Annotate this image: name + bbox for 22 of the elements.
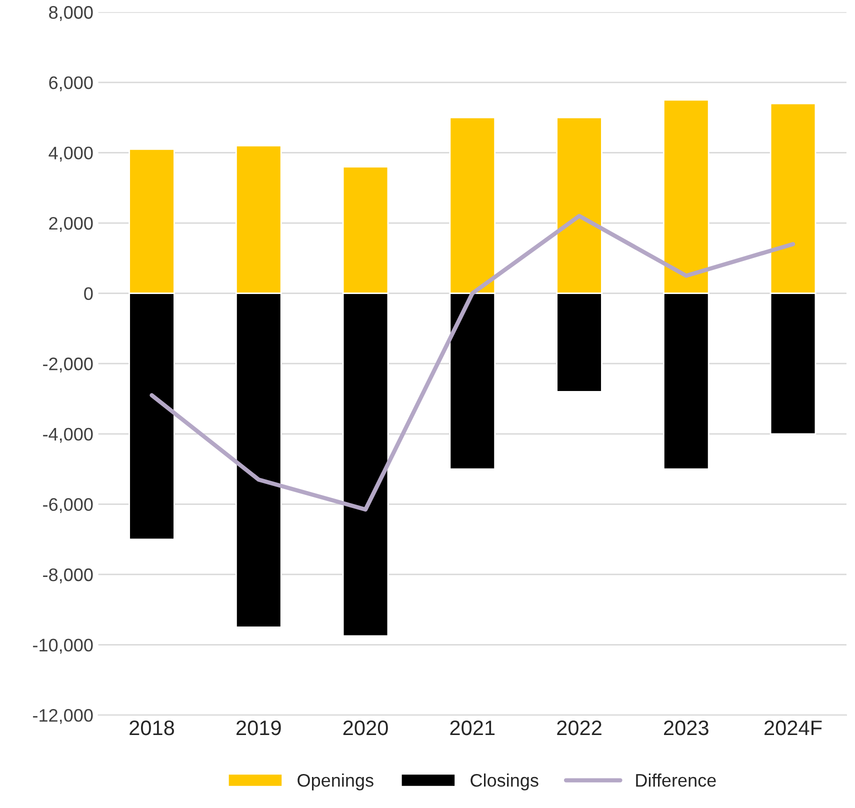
x-tick-label: 2023 [664, 720, 708, 736]
line-series [150, 214, 796, 512]
legend-label: Difference [636, 774, 716, 787]
y-tick-label: 6,000 [49, 76, 93, 92]
x-tick-label: 2022 [557, 720, 602, 736]
y-tick-label: -10,000 [33, 638, 93, 654]
y-tick-label: 4,000 [48, 146, 93, 162]
legend-label: Openings [298, 774, 374, 790]
y-tick-label: -4,000 [43, 428, 93, 443]
y-tick-label: -8,000 [43, 568, 93, 584]
y-tick-label: 8,000 [49, 6, 93, 21]
y-tick-label: 2,000 [49, 216, 93, 232]
x-tick-label: 2020 [343, 720, 388, 736]
y-tick-label: -2,000 [43, 358, 93, 372]
x-tick-label: 2018 [130, 720, 174, 736]
x-tick-label: 2019 [236, 720, 281, 736]
x-tick-label: 2024F [764, 720, 822, 736]
y-tick-label: -12,000 [33, 709, 93, 724]
y-tick-label: 0 [84, 287, 93, 300]
x-tick-label: 2021 [450, 720, 495, 736]
legend-label: Closings [470, 774, 538, 790]
y-tick-label: -6,000 [43, 498, 93, 514]
